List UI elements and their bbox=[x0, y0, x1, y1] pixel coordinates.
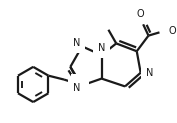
Text: N: N bbox=[98, 43, 105, 53]
Text: S: S bbox=[76, 79, 83, 89]
Text: N: N bbox=[73, 83, 80, 93]
Text: N: N bbox=[73, 38, 80, 48]
Text: N: N bbox=[145, 68, 153, 78]
Text: O: O bbox=[169, 26, 177, 36]
Text: O: O bbox=[137, 9, 144, 19]
